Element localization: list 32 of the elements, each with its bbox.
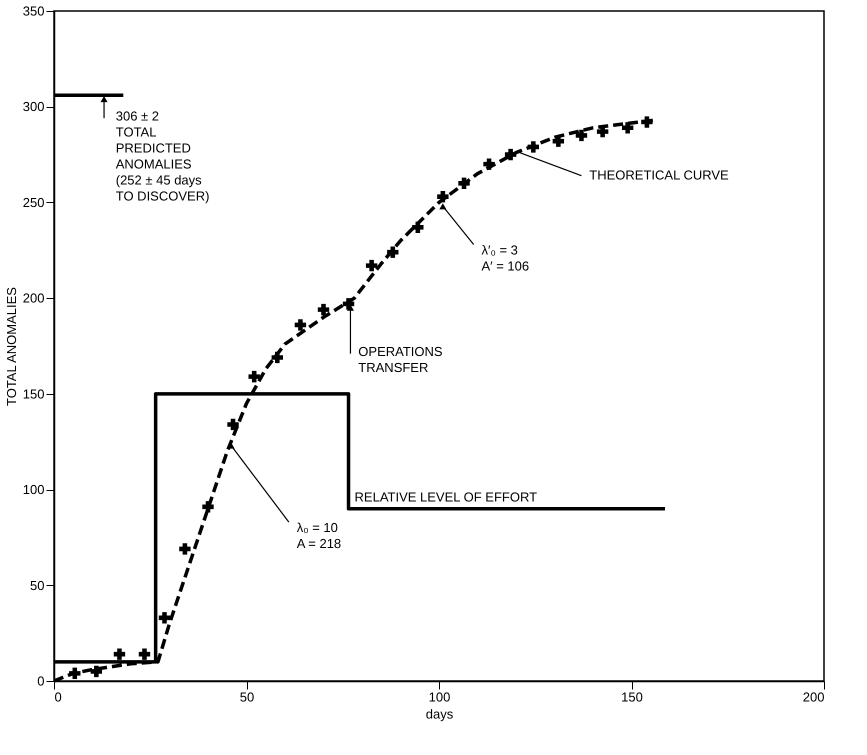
series-label: RELATIVE LEVEL OF EFFORT (354, 490, 538, 505)
annotation: λ₀ = 10 A = 218 (296, 520, 342, 552)
y-tick-label: 200 (22, 290, 44, 306)
point (248, 370, 260, 382)
point (366, 260, 378, 272)
x-axis-title: days (426, 706, 454, 722)
point (227, 418, 239, 430)
point (622, 122, 634, 134)
point (138, 648, 150, 660)
point (179, 543, 191, 555)
y-tick-label: 0 (37, 674, 44, 688)
x-tick-label: 50 (240, 690, 254, 704)
y-axis-title: TOTAL ANOMALIES (4, 286, 19, 406)
point (576, 130, 588, 142)
x-tick-label: 100 (428, 690, 450, 704)
y-tick-label: 50 (30, 578, 44, 593)
y-tick-label: 100 (22, 482, 44, 498)
point (158, 612, 170, 624)
y-tick-label: 300 (22, 99, 44, 114)
y-tick-label: 250 (22, 194, 44, 210)
x-tick-label: 150 (621, 690, 643, 704)
annotation: OPERATIONS TRANSFER (358, 344, 443, 375)
point (294, 319, 306, 331)
point (318, 304, 330, 316)
point (114, 648, 126, 660)
y-tick-label: 350 (22, 4, 44, 18)
text: THEORETICAL CURVE (589, 168, 730, 183)
annotation: 306 ± 2 TOTAL PREDICTED ANOMALIES (252 ± 45 days TO DISCOVER) (116, 108, 210, 204)
y-tick-label: 150 (22, 386, 44, 402)
annotation: λ′₀ = 3 A′ = 106 (482, 242, 530, 274)
x-tick-label: 0 (54, 690, 62, 704)
x-tick-label: 200 (802, 690, 824, 704)
